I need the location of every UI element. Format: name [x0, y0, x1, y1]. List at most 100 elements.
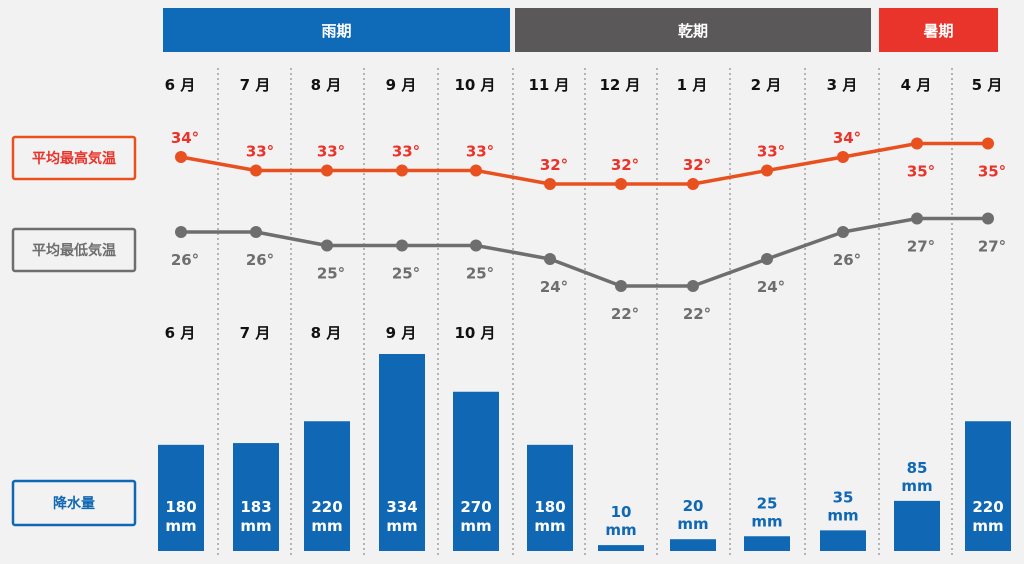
low-temp-label-7: 22° [683, 305, 711, 323]
high-temp-label-4: 33° [466, 143, 494, 161]
rain-month-label-2: 8 月 [311, 324, 342, 342]
low-temp-point-8 [761, 253, 773, 265]
high-temp-point-2 [321, 164, 333, 177]
month-label-3: 9 月 [386, 76, 417, 94]
season-header: 雨期 乾期 暑期 [163, 8, 998, 52]
rain-bar-1 [233, 443, 279, 551]
rain-unit-4: mm [460, 517, 491, 535]
rain-label-1: 183 [240, 498, 271, 516]
rain-unit-11: mm [972, 517, 1003, 535]
rain-month-label-1: 7 月 [240, 324, 271, 342]
season-label-2: 暑期 [923, 22, 953, 40]
low-temp-point-10 [911, 212, 923, 225]
rain-bar-11 [965, 421, 1011, 551]
month-label-5: 11 月 [528, 76, 569, 94]
rain-unit-2: mm [311, 517, 342, 535]
low-temp-side-label: 平均最低気温 [11, 227, 137, 273]
low-temp-label-11: 27° [978, 238, 1006, 256]
rain-label-6: 10 [611, 503, 632, 521]
low-temp-point-5 [544, 253, 556, 265]
high-temp-point-5 [544, 178, 556, 190]
high-temp-label-1: 33° [246, 143, 274, 161]
high-temp-point-1 [250, 164, 262, 177]
rain-bar-7 [670, 539, 716, 551]
rain-bar-2 [304, 421, 350, 551]
rain-unit-8: mm [751, 512, 782, 530]
rain-unit-6: mm [605, 521, 636, 539]
low-temp-label-0: 26° [171, 251, 199, 269]
low-temp-point-7 [687, 280, 699, 292]
high-temp-label-5: 32° [540, 156, 568, 174]
high-temp-point-9 [837, 151, 849, 163]
rain-bar-3 [379, 354, 425, 551]
rain-unit-10: mm [901, 477, 932, 495]
rain-unit-7: mm [677, 515, 708, 533]
low-temp-point-0 [175, 226, 187, 238]
season-bar-0 [163, 8, 510, 52]
high-temp-point-0 [175, 151, 187, 163]
low-temp-label-8: 24° [757, 278, 785, 296]
high-temp-label-11: 35° [978, 163, 1006, 181]
high-temp-label-10: 35° [907, 163, 935, 181]
high-temp-line [180, 141, 988, 186]
rain-bar-5 [527, 444, 573, 551]
rain-bar-8 [744, 536, 790, 551]
low-temp-label-10: 27° [907, 238, 935, 256]
low-temp-point-9 [837, 226, 849, 238]
rain-month-label-4: 10 月 [454, 324, 495, 342]
low-temp-label-6: 22° [611, 305, 639, 323]
month-label-2: 8 月 [311, 76, 342, 94]
rain-label-3: 334 [386, 498, 417, 516]
rain-label-7: 20 [683, 497, 704, 515]
rain-label-2: 220 [311, 498, 342, 516]
rain-unit-5: mm [534, 517, 565, 535]
low-temp-line [181, 216, 988, 288]
rain-unit-0: mm [165, 517, 196, 535]
rain-bar-0 [158, 444, 204, 551]
month-label-4: 10 月 [454, 76, 495, 94]
rain-bar-4 [453, 391, 499, 551]
low-temp-label-1: 26° [246, 251, 274, 269]
month-label-0: 6 月 [165, 76, 196, 94]
low-temp-point-4 [470, 239, 482, 252]
high-temp-label-7: 32° [683, 156, 711, 174]
high-temp-label-0: 34° [171, 129, 199, 147]
low-temp-point-11 [982, 212, 994, 225]
month-label-10: 4 月 [901, 76, 932, 94]
rain-label-4: 270 [460, 498, 491, 516]
rain-bar-10 [894, 500, 940, 551]
season-bar-1 [515, 8, 871, 52]
high-temp-label-2: 33° [317, 143, 345, 161]
low-temp-point-3 [396, 239, 408, 252]
low-temp-point-2 [321, 239, 333, 252]
high-temp-point-8 [761, 164, 773, 177]
low-temp-label-3: 25° [392, 265, 420, 283]
rain-label-5: 180 [534, 498, 565, 516]
low-temp-label-2: 25° [317, 265, 345, 283]
rain-label-8: 25 [757, 494, 778, 512]
high-temp-point-10 [911, 137, 923, 150]
high-temp-point-3 [396, 164, 408, 177]
month-label-8: 2 月 [751, 76, 782, 94]
high-temp-label-6: 32° [611, 156, 639, 174]
low-temp-point-1 [250, 226, 262, 238]
high-temp-label-3: 33° [392, 143, 420, 161]
month-label-11: 5 月 [972, 76, 1003, 94]
rain-label-0: 180 [165, 498, 196, 516]
high-temp-label: 平均最高気温 [32, 150, 116, 167]
high-temp-point-7 [687, 178, 699, 190]
rain-label: 降水量 [53, 495, 95, 512]
rain-unit-3: mm [386, 517, 417, 535]
rain-month-label-3: 9 月 [386, 324, 417, 342]
low-temp-label-9: 26° [833, 251, 861, 269]
low-temp-label-5: 24° [540, 278, 568, 296]
rain-month-label-0: 6 月 [165, 324, 196, 342]
rain-label-11: 220 [972, 498, 1003, 516]
high-temp-series: 34° 33° 33° 33° 33° 32° 32° 32° 33° 34° 35° 35° [171, 129, 1006, 190]
rain-unit-9: mm [827, 506, 858, 524]
month-label-7: 1 月 [677, 76, 708, 94]
month-label-1: 7 月 [240, 76, 271, 94]
low-temp-label: 平均最低気温 [32, 242, 116, 259]
season-bar-2 [879, 8, 998, 52]
rain-series: 180mm183mm220mm334mm270mm180mm10mm20mm25… [158, 354, 1011, 551]
